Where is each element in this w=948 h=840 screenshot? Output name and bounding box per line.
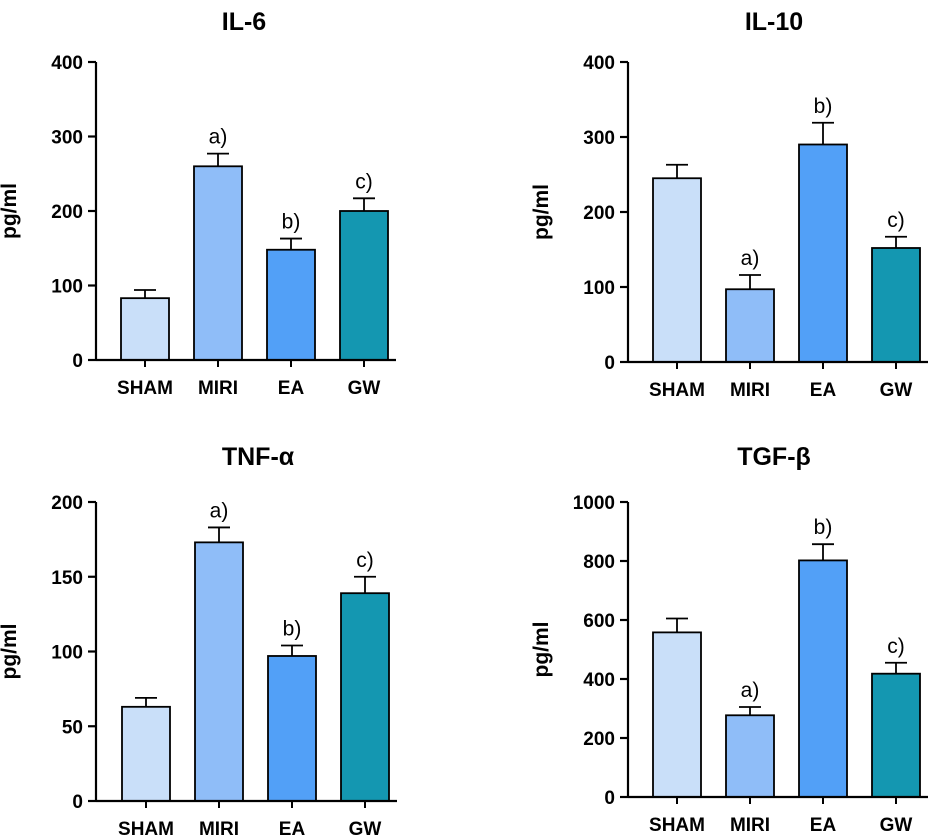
significance-label: c): [887, 209, 905, 232]
chart-1: IL-6 pg/ml SHAM a) MIRI b) EA c) GW 0 100 200 300 400: [0, 8, 396, 399]
y-tick-label: 200: [583, 729, 615, 750]
chart-title: TGF-β: [737, 443, 811, 471]
significance-label: b): [282, 211, 301, 234]
bar-gw: [340, 592, 390, 802]
bar-ea: [798, 143, 848, 363]
significance-label: b): [814, 95, 833, 118]
y-tick-label: 0: [604, 788, 615, 809]
bar-sham: [652, 631, 702, 798]
bar-miri: [725, 714, 775, 798]
y-tick-label: 400: [51, 53, 83, 74]
y-tick-label: 800: [583, 552, 615, 573]
y-tick-label: 200: [51, 202, 83, 223]
y-tick-label: 0: [604, 353, 615, 374]
chart-4: TGF-β pg/ml SHAM a) MIRI b) EA c) GW 0 200 400 600 80…: [530, 443, 928, 836]
significance-label: c): [356, 549, 374, 572]
chart-title: TNF-α: [222, 443, 295, 471]
y-tick-label: 200: [583, 203, 615, 224]
x-tick-label: SHAM: [649, 815, 705, 836]
bar-sham: [121, 705, 171, 802]
bar-sham: [120, 297, 170, 361]
x-tick-label: GW: [880, 815, 913, 836]
x-tick-label: SHAM: [118, 819, 174, 840]
x-tick-label: EA: [278, 378, 305, 399]
y-tick-label: 0: [72, 792, 83, 813]
y-tick-label: 50: [62, 717, 83, 738]
y-tick-label: 1000: [573, 493, 615, 514]
y-tick-label: 100: [51, 643, 83, 664]
x-tick-label: MIRI: [730, 815, 770, 836]
y-tick-label: 200: [51, 493, 83, 514]
y-tick-label: 600: [583, 611, 615, 632]
y-tick-label: 400: [583, 670, 615, 691]
bar-ea: [266, 248, 316, 361]
x-tick-label: MIRI: [199, 819, 239, 840]
bar-gw: [871, 247, 921, 363]
bar-miri: [725, 288, 775, 363]
x-tick-label: MIRI: [730, 380, 770, 401]
y-tick-label: 300: [51, 128, 83, 149]
y-tick-label: 400: [583, 53, 615, 74]
x-tick-label: GW: [349, 819, 382, 840]
significance-label: b): [814, 516, 833, 539]
y-tick-label: 100: [51, 277, 83, 298]
y-axis-label: pg/ml: [0, 183, 21, 239]
significance-label: a): [210, 499, 229, 522]
bar-gw: [339, 210, 389, 361]
x-tick-label: GW: [348, 378, 381, 399]
significance-label: a): [741, 679, 760, 702]
significance-label: a): [741, 247, 760, 270]
x-tick-label: GW: [880, 380, 913, 401]
chart-title: IL-10: [745, 8, 803, 36]
x-tick-label: EA: [810, 815, 837, 836]
y-axis-label: pg/ml: [530, 622, 553, 678]
y-tick-label: 0: [72, 351, 83, 372]
x-tick-label: SHAM: [117, 378, 173, 399]
bar-miri: [194, 541, 244, 802]
x-tick-label: SHAM: [649, 380, 705, 401]
bar-miri: [193, 165, 243, 361]
y-axis-label: pg/ml: [530, 184, 553, 240]
chart-2: IL-10 pg/ml SHAM a) MIRI b) EA c) GW 0 100 200 300 40…: [530, 8, 928, 401]
significance-label: c): [887, 635, 905, 658]
chart-3: TNF-α pg/ml SHAM a) MIRI b) EA c) GW 0 50 100 150 200: [0, 443, 397, 840]
x-tick-label: EA: [279, 819, 306, 840]
significance-label: b): [283, 618, 302, 641]
x-tick-label: EA: [810, 380, 837, 401]
bar-ea: [267, 655, 317, 802]
y-tick-label: 100: [583, 278, 615, 299]
x-tick-label: MIRI: [198, 378, 238, 399]
significance-label: c): [355, 170, 373, 193]
y-tick-label: 150: [51, 568, 83, 589]
significance-label: a): [209, 126, 228, 149]
chart-title: IL-6: [222, 8, 266, 36]
y-axis-label: pg/ml: [0, 624, 21, 680]
bar-gw: [871, 672, 921, 798]
y-tick-label: 300: [583, 128, 615, 149]
bar-ea: [798, 559, 848, 798]
bar-sham: [652, 177, 702, 363]
